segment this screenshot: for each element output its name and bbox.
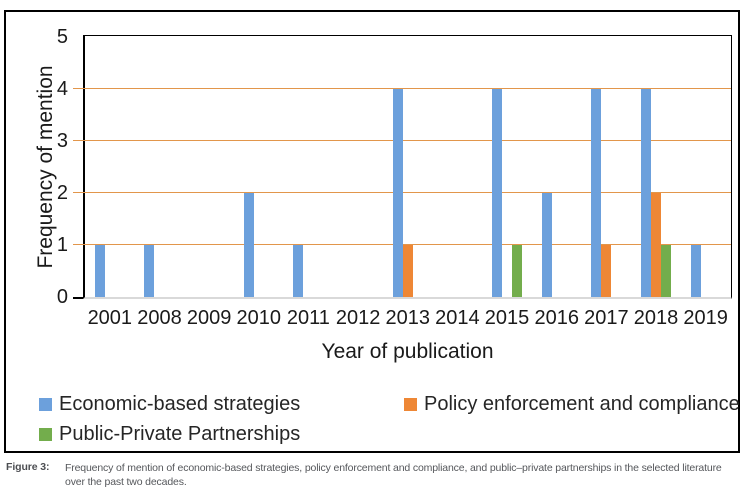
legend-item-economic-based-strategies: Economic-based strategies	[39, 392, 300, 416]
x-axis-title: Year of publication	[321, 340, 494, 363]
x-tick-label-2001: 2001	[87, 307, 133, 329]
x-tick-label-2013: 2013	[385, 307, 431, 329]
figure-caption-text: Frequency of mention of economic-based s…	[65, 462, 722, 488]
x-tick-label-2015: 2015	[484, 307, 530, 329]
x-tick-label-2008: 2008	[137, 307, 182, 329]
x-tick-label-2019: 2019	[683, 307, 728, 329]
y-axis-zero-tick	[73, 297, 83, 299]
bar-2010-series0	[243, 192, 254, 297]
bar-2018-series1	[651, 192, 662, 297]
legend-label: Economic-based strategies	[59, 393, 301, 415]
legend-swatch-blue	[39, 397, 52, 411]
bar-2013-series0	[392, 88, 403, 297]
y-tick-label-1: 1	[56, 233, 68, 256]
y-tick-label-4: 4	[56, 77, 68, 100]
legend-label: Public-Private Partnerships	[59, 423, 301, 445]
y-tick-label-5: 5	[56, 25, 68, 48]
figure-caption-label: Figure 3:	[6, 461, 50, 473]
bar-2017-series1	[601, 244, 612, 297]
y-tick-label-2: 2	[56, 181, 68, 204]
x-tick-label-2011: 2011	[286, 307, 330, 329]
y-tick-label-3: 3	[56, 129, 68, 152]
bar-2001-series0	[94, 244, 105, 297]
bar-2008-series0	[144, 244, 155, 297]
bar-2015-series0	[492, 88, 503, 297]
bar-2015-series2	[512, 244, 523, 297]
x-tick-label-2010: 2010	[236, 307, 282, 329]
bar-2018-series2	[661, 244, 672, 297]
plot-area	[73, 35, 732, 299]
bar-2017-series0	[591, 88, 602, 297]
x-tick-label-2012: 2012	[335, 307, 381, 329]
bar-2016-series0	[541, 192, 552, 297]
bar-2011-series0	[293, 244, 304, 297]
x-tick-label-2014: 2014	[435, 307, 480, 329]
legend-swatch-orange	[404, 397, 417, 411]
x-tick-label-2017: 2017	[584, 307, 629, 329]
bar-2018-series0	[641, 88, 652, 297]
legend-item-public-private-partnerships: Public-Private Partnerships	[39, 422, 300, 446]
y-tick-label-0: 0	[56, 286, 68, 308]
x-tick-label-2009: 2009	[186, 307, 232, 329]
bar-2019-series0	[690, 244, 701, 297]
x-tick-label-2016: 2016	[534, 307, 579, 329]
x-tick-label-2018: 2018	[633, 307, 679, 329]
legend-item-policy-enforcement-and-compliance: Policy enforcement and compliance	[404, 392, 740, 416]
legend-swatch-green	[39, 427, 52, 441]
bar-2013-series1	[402, 244, 413, 297]
legend-label: Policy enforcement and compliance	[424, 393, 740, 415]
